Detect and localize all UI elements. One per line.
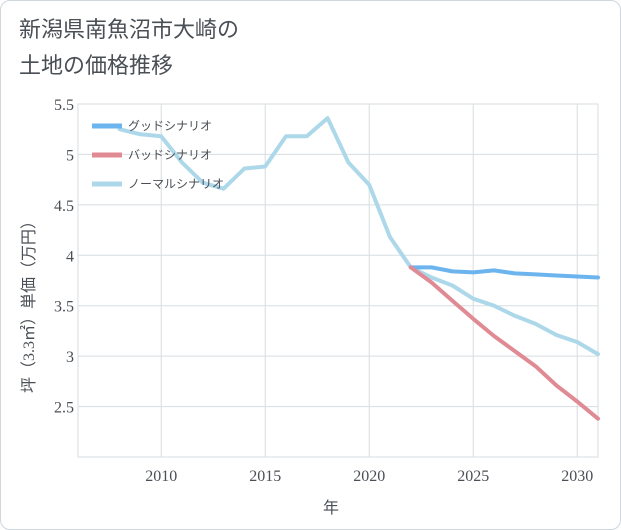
y-tick-label: 5 [66,147,74,164]
chart-title: 新潟県南魚沼市大崎の 土地の価格推移 [19,13,239,85]
x-axis-title: 年 [323,499,339,517]
y-tick-label: 3.5 [54,299,74,316]
series-line-normal [117,116,600,357]
legend-label: ノーマルシナリオ [128,177,224,191]
x-tick-label: 2010 [145,468,177,485]
y-tick-label: 3 [66,349,74,366]
y-axis-title: 坪（3.3㎡）単価（万円） [20,213,38,393]
x-tick-label: 2025 [457,468,489,485]
series-lines [117,116,600,421]
x-tick-label: 2030 [561,468,593,485]
chart-title-line-1: 新潟県南魚沼市大崎の [19,18,240,43]
series-line-good [408,265,600,280]
chart-title-line-2: 土地の価格推移 [19,54,174,79]
legend-label: グッドシナリオ [128,119,212,133]
y-tick-label: 4.5 [54,198,74,215]
series-line-bad [408,265,600,421]
grid [77,103,599,458]
y-tick-label: 2.5 [54,400,74,417]
y-tick-label: 5.5 [54,97,74,114]
x-tick-label: 2020 [353,468,385,485]
axes: 2010 2015 2020 2025 2030 2.5 3 3.5 4 4.5 5 5.5 [54,97,593,485]
legend-label: バッドシナリオ [128,148,212,162]
y-tick-label: 4 [66,248,74,265]
x-tick-label: 2015 [249,468,281,485]
